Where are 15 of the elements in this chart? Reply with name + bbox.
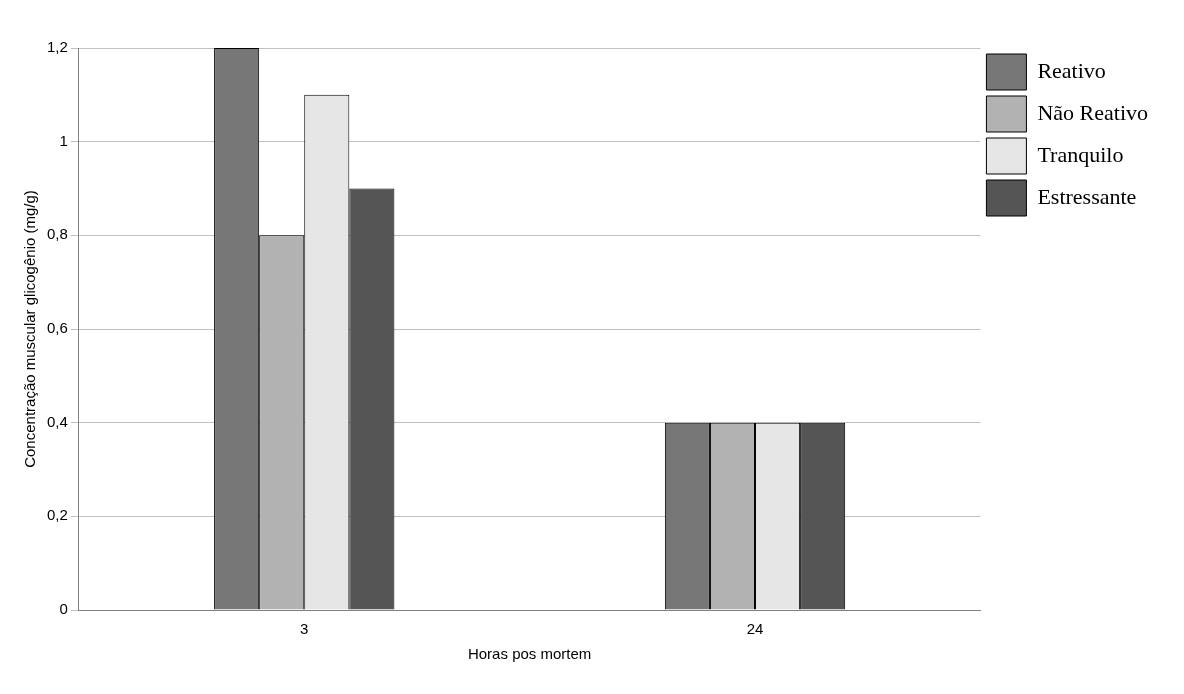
y-tick-label: 0,2 [46,506,68,524]
y-tick-label: 1 [59,131,68,149]
x-axis-title: Horas pos mortem [467,645,592,663]
legend-label: Tranquilo [1037,141,1124,167]
legend-label: Não Reativo [1037,99,1149,125]
y-tick-label: 0,8 [46,225,68,243]
y-tick-label: 1,2 [46,38,68,56]
legend-label: Reativo [1037,57,1106,83]
y-axis-title: Concentração muscular glicogênio (mg/g) [21,190,39,468]
y-tick-label: 0,6 [46,319,68,337]
x-tick-label: 24 [746,620,764,638]
y-tick-label: 0 [59,600,68,618]
y-tick-label: 0,4 [46,412,68,430]
x-tick-label: 3 [300,620,309,638]
legend-label: Estressante [1037,183,1137,209]
